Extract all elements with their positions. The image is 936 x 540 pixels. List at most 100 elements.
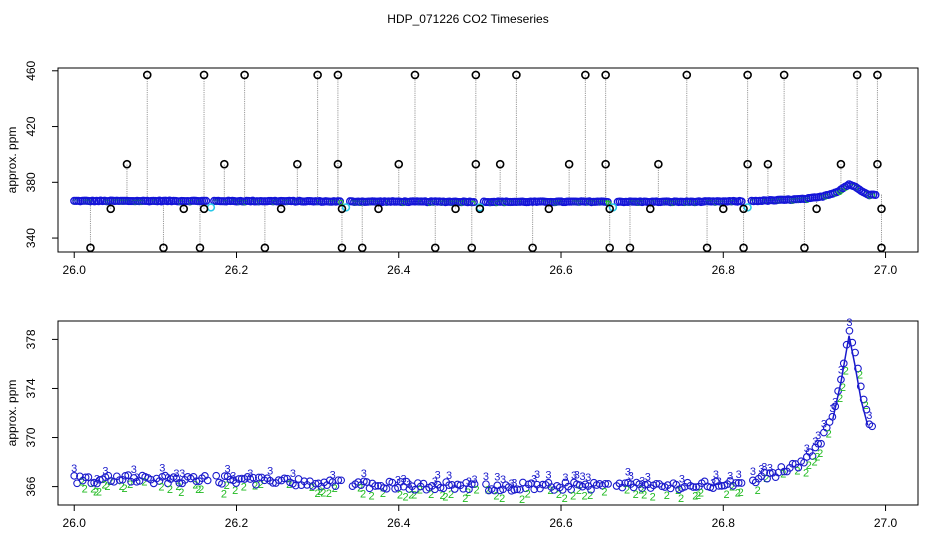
bottom-label-2: 2 — [857, 370, 863, 382]
bottom-circle-point — [516, 485, 524, 494]
spike-mid-point — [601, 159, 610, 169]
spike-dip-point — [451, 204, 460, 214]
top-plot-frame — [57, 67, 919, 253]
bottom-label-2: 2 — [82, 483, 88, 495]
bottom-circle-point — [371, 482, 380, 490]
bottom-label-2: 2 — [562, 493, 568, 505]
bottom-label-2: 2 — [428, 489, 434, 501]
bottom-label-3: 3 — [713, 469, 719, 481]
bottom-label-3: 3 — [758, 464, 764, 476]
bottom-label-3: 3 — [761, 462, 767, 474]
bottom-label-2: 2 — [556, 489, 562, 501]
bottom-circle-point — [714, 482, 723, 490]
bottom-label-3: 3 — [247, 468, 253, 480]
bottom-label-3: 3 — [472, 474, 478, 486]
bottom-label-2: 2 — [738, 487, 744, 499]
baseline-point — [737, 197, 746, 206]
bottom-circle-point — [510, 485, 519, 494]
bottom-label-2: 2 — [121, 483, 127, 495]
spike-mid-point — [394, 159, 404, 169]
bottom-label-3: 3 — [750, 466, 756, 478]
bottom-circle-point — [360, 477, 368, 486]
bottom-circle-point — [641, 480, 649, 489]
bottom-label-3: 3 — [716, 476, 722, 488]
bottom-label-2: 2 — [141, 476, 147, 488]
bottom-circle-point — [382, 484, 391, 493]
spike-dip-point — [877, 204, 886, 214]
bottom-circle-point — [249, 473, 257, 482]
bottom-circle-point — [161, 471, 169, 480]
spike-low-point — [467, 243, 477, 253]
top-spikes — [86, 70, 886, 253]
spike-dip-point — [812, 204, 821, 214]
x-tick-label: 27.0 — [874, 263, 898, 277]
spike-mid-point — [763, 159, 773, 169]
y-tick-label: 378 — [24, 329, 38, 349]
bottom-label-2: 2 — [723, 489, 729, 501]
bottom-panel: approx. ppm 26.0 26.2 26.4 26.6 26.8 27.0 366… — [5, 317, 919, 530]
bottom-circle-point — [411, 485, 419, 494]
y-tick-label: 380 — [24, 172, 38, 192]
spike-high-point — [142, 70, 152, 80]
bottom-circle-point — [845, 326, 854, 335]
spike-high-point — [779, 70, 789, 80]
bottom-label-2: 2 — [474, 484, 480, 496]
x-tick-label: 26.8 — [712, 263, 736, 277]
bottom-label-2: 2 — [811, 456, 817, 468]
spike-mid-point — [220, 159, 229, 169]
bottom-label-3: 3 — [531, 474, 537, 486]
bottom-label-3: 3 — [225, 463, 231, 475]
bottom-label-2: 2 — [408, 490, 414, 502]
bottom-circle-point — [121, 471, 130, 480]
bottom-label-3: 3 — [508, 478, 514, 490]
bottom-circle-point — [388, 478, 397, 487]
bottom-label-3: 3 — [846, 317, 852, 329]
bottom-label-2: 2 — [175, 481, 181, 493]
bottom-label-2: 2 — [485, 484, 491, 496]
bottom-label-3: 3 — [645, 471, 651, 483]
spike-high-point — [240, 70, 249, 80]
top-y-ticks: 340 380 420 460 — [24, 60, 58, 248]
bottom-label-2: 2 — [763, 473, 769, 485]
spike-high-point — [581, 70, 590, 80]
bottom-label-2: 2 — [380, 488, 386, 500]
bottom-circle-point — [84, 473, 93, 481]
bottom-label-2: 2 — [698, 487, 704, 499]
spike-low-point — [159, 243, 168, 253]
bottom-circle-point — [81, 473, 90, 482]
bottom-circle-point — [482, 480, 490, 489]
bottom-circle-point — [331, 482, 340, 491]
spike-dip-point — [475, 204, 485, 214]
bottom-circle-point — [70, 471, 79, 480]
bottom-label-2: 2 — [96, 486, 102, 498]
spike-mid-point — [654, 159, 663, 169]
spike-mid-point — [836, 159, 846, 169]
spike-mid-point — [495, 159, 505, 169]
bottom-label-3: 3 — [727, 471, 733, 483]
bottom-label-2: 2 — [403, 491, 409, 503]
bottom-y-axis-label: approx. ppm — [5, 380, 19, 447]
bottom-label-2: 2 — [439, 490, 445, 502]
x-tick-label: 26.8 — [712, 516, 736, 530]
bottom-circle-point — [362, 478, 371, 486]
bottom-label-3: 3 — [494, 472, 500, 484]
bottom-label-2: 2 — [624, 484, 630, 496]
bottom-circle-point — [291, 481, 300, 490]
bottom-circle-point — [337, 476, 346, 485]
bottom-label-2: 2 — [576, 485, 582, 497]
bottom-label-3: 3 — [446, 470, 452, 482]
bottom-label-3: 3 — [483, 471, 489, 483]
bottom-label-2: 2 — [650, 491, 656, 503]
bottom-label-2: 2 — [499, 493, 505, 505]
bottom-label-2: 2 — [178, 487, 184, 499]
spike-low-point — [357, 243, 367, 253]
spike-high-point — [873, 70, 882, 80]
bottom-circle-point — [817, 439, 825, 448]
bottom-label-2: 2 — [570, 491, 576, 503]
bottom-label-3: 3 — [330, 469, 336, 481]
bottom-label-2: 2 — [493, 491, 499, 503]
spike-low-point — [702, 243, 712, 253]
bottom-label-2: 2 — [252, 481, 258, 493]
chart-title: HDP_071226 CO2 Timeseries — [387, 12, 548, 26]
